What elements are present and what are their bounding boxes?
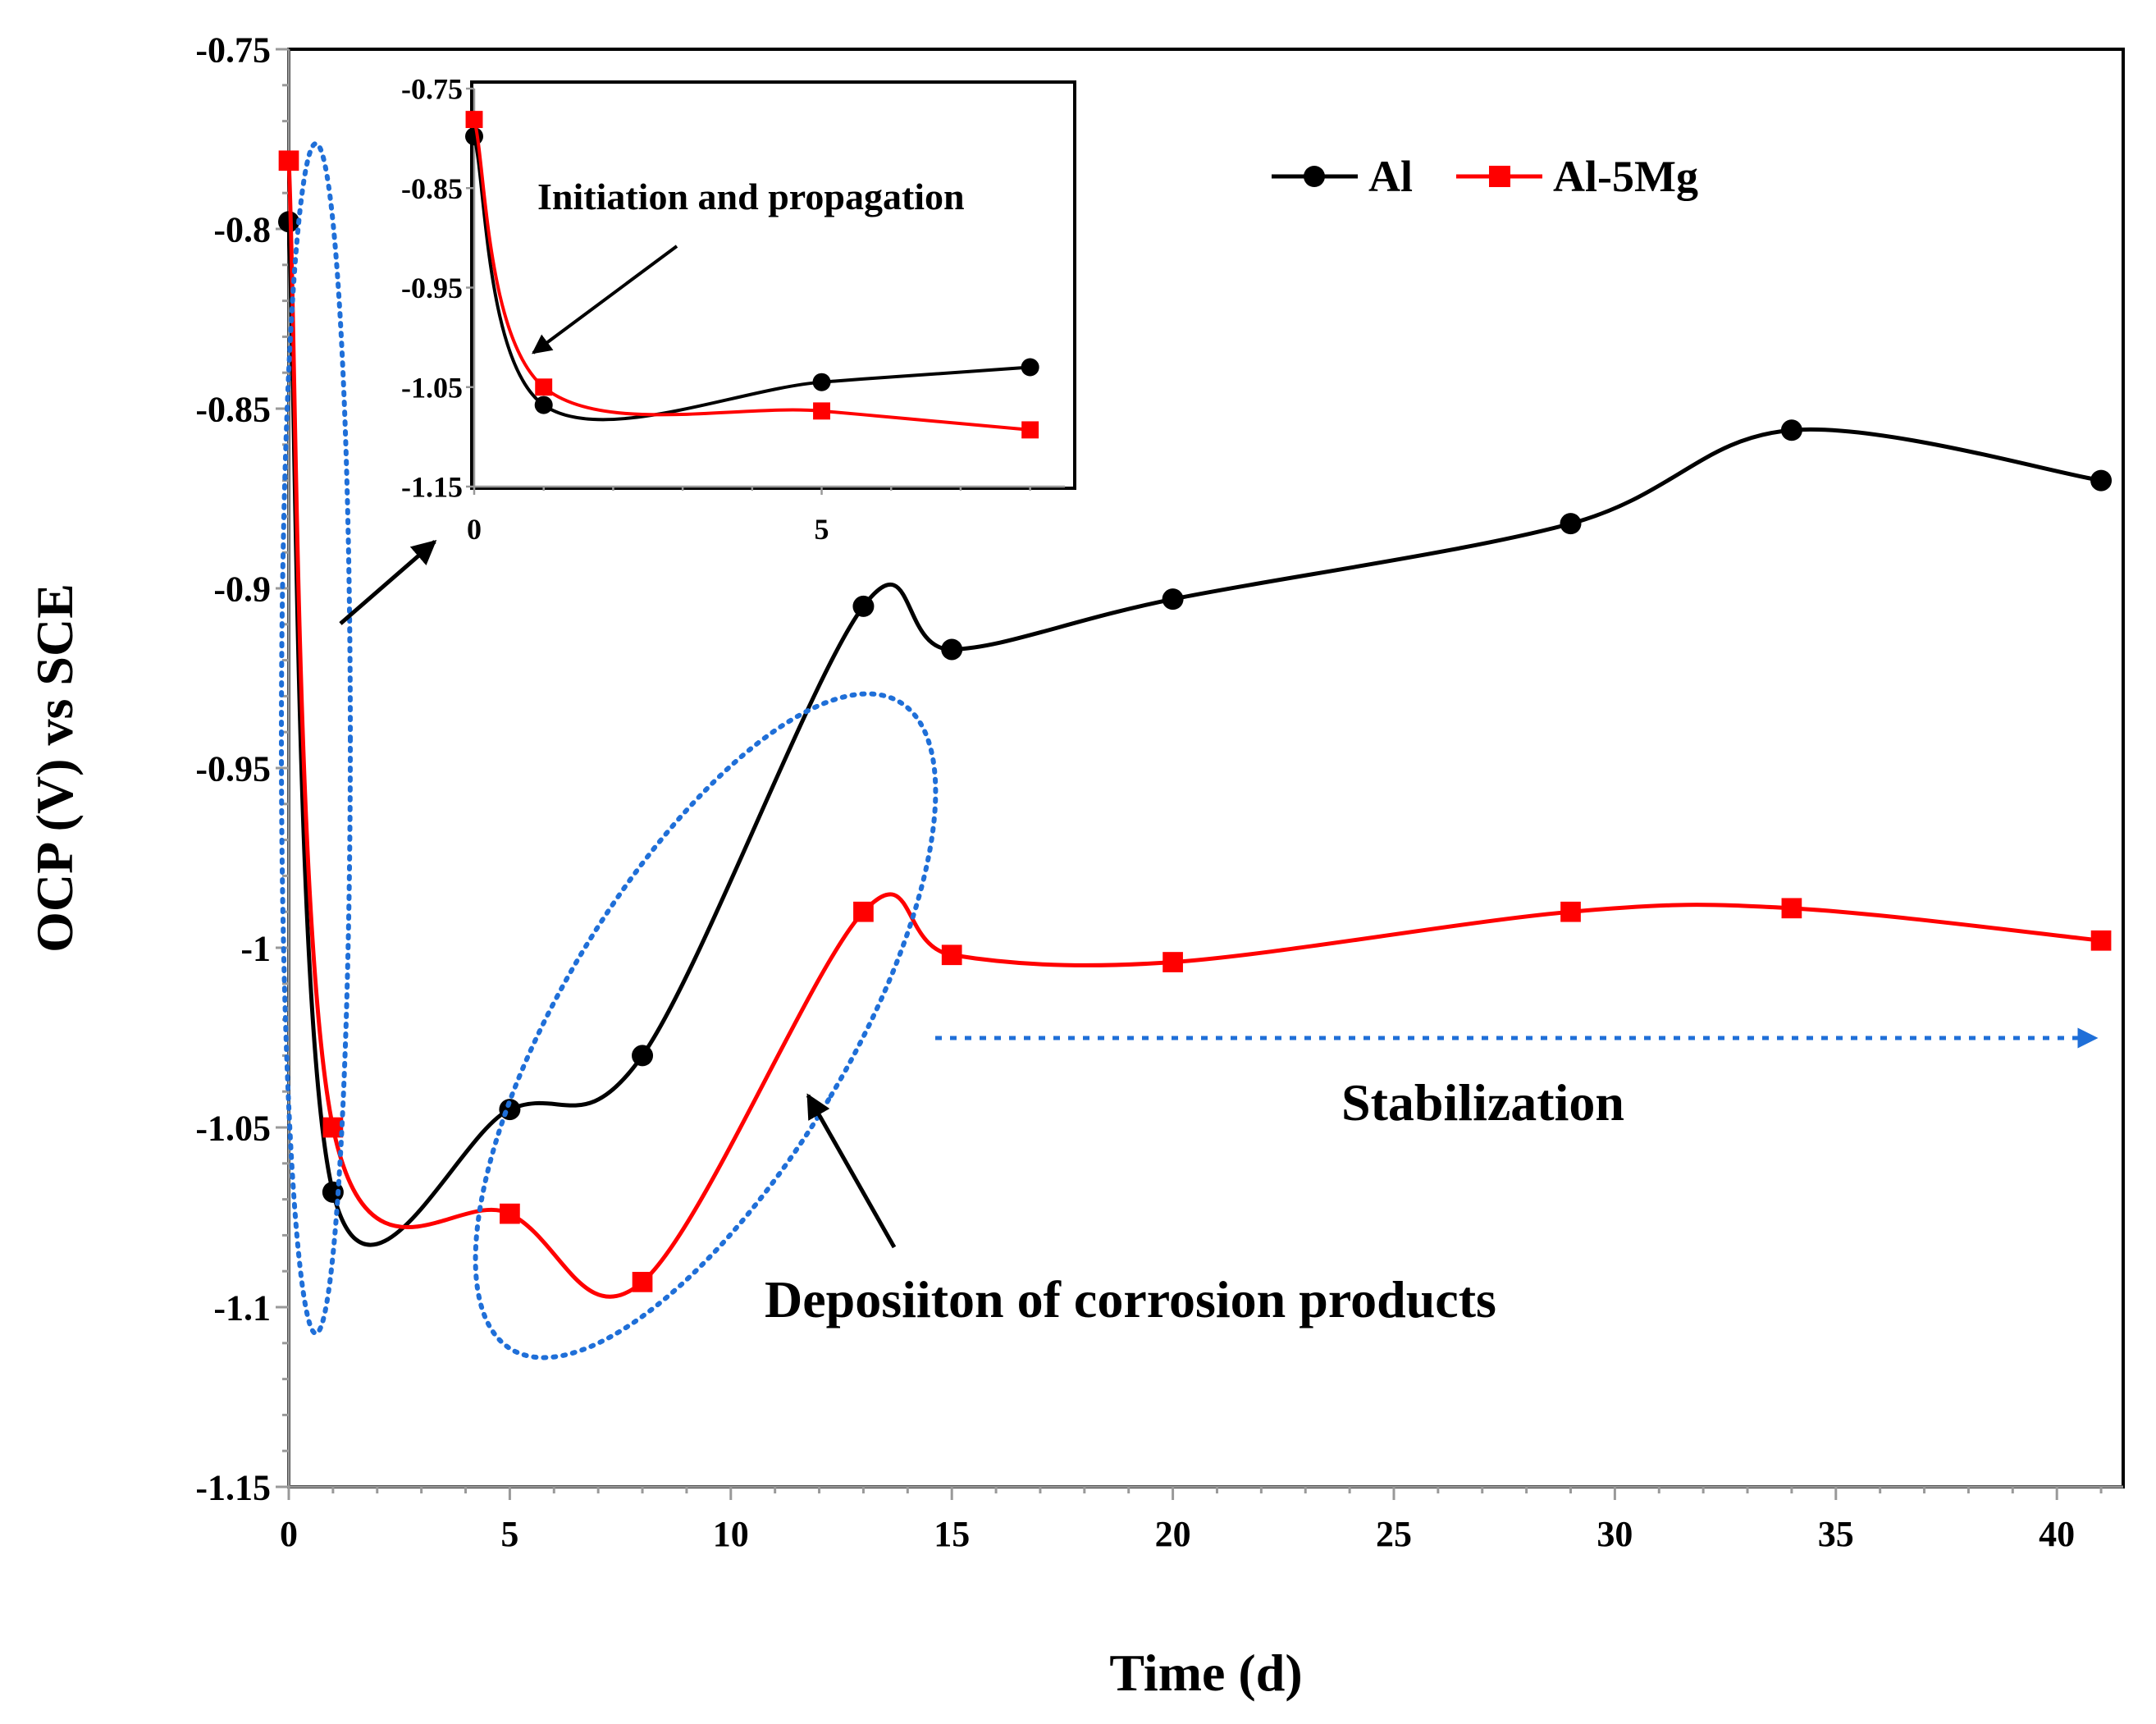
inset-point-al: [1021, 358, 1039, 377]
legend-al-marker: [1304, 166, 1325, 187]
main-point-al: [632, 1045, 654, 1067]
main-point-al: [1560, 513, 1582, 535]
main-point-al: [322, 1181, 344, 1203]
inset-initiation-arrow: [532, 245, 678, 354]
inset-pointer-arrow: [339, 540, 437, 625]
inset-point-al5mg: [1021, 421, 1039, 439]
inset-x-tick-label: 5: [815, 513, 829, 546]
main-point-al5mg: [2090, 930, 2112, 951]
inset-point-al5mg: [813, 402, 830, 420]
inset-y-tick-label: -1.05: [401, 371, 463, 404]
inset-point-al5mg: [465, 111, 483, 129]
legend-al5mg-marker: [1489, 166, 1510, 187]
main-y-tick-label: -0.75: [195, 30, 271, 70]
inset-point-al: [812, 373, 831, 391]
legend-item-al5mg: Al-5Mg: [1456, 152, 1698, 201]
main-point-al5mg: [941, 944, 962, 966]
stabilization-label: Stabilization: [1341, 1073, 1624, 1132]
main-x-tick-label: 25: [1376, 1514, 1412, 1554]
main-y-tick-label: -1.05: [195, 1108, 271, 1148]
inset-point-al: [465, 127, 483, 146]
inset-y-tick-label: -0.95: [401, 272, 463, 304]
legend-al-label: Al: [1368, 152, 1413, 201]
legend-al5mg-label: Al-5Mg: [1553, 152, 1698, 201]
x-axis-title: Time (d): [1109, 1644, 1302, 1702]
main-point-al5mg: [1163, 952, 1183, 972]
main-x-tick-label: 20: [1155, 1514, 1191, 1554]
main-point-al: [941, 638, 963, 661]
inset-y-tick-label: -0.85: [401, 172, 463, 205]
main-point-al5mg: [500, 1203, 520, 1224]
inset-x-tick-label: 0: [467, 513, 482, 546]
main-x-tick-label: 10: [713, 1514, 749, 1554]
main-x-tick-label: 40: [2039, 1514, 2075, 1554]
main-x-tick-label: 0: [280, 1514, 298, 1554]
deposition-arrow: [806, 1093, 897, 1249]
main-y-tick-label: -0.95: [195, 748, 271, 789]
main-y-tick-label: -0.8: [213, 209, 271, 249]
main-x-tick-label: 35: [1818, 1514, 1854, 1554]
legend: Al Al-5Mg: [1272, 152, 1698, 201]
main-x-tick-label: 5: [500, 1514, 518, 1554]
deposition-label: Deposiiton of corrosion products: [765, 1270, 1496, 1328]
inset-y-tick-label: -0.75: [401, 73, 463, 106]
inset-initiation-label: Initiation and propagation: [537, 176, 965, 217]
inset-plot-layer: -0.75 -0.85 -0.95 -1.05 -1.150 5: [401, 73, 1065, 546]
main-y-tick-label: -0.9: [213, 569, 271, 609]
inset-point-al: [534, 396, 553, 414]
main-x-tick-label: 30: [1596, 1514, 1633, 1554]
main-point-al: [1780, 419, 1802, 441]
main-point-al: [1162, 588, 1184, 610]
main-y-tick-label: -1.15: [195, 1467, 271, 1507]
inset-series-line-al: [473, 135, 1030, 422]
y-axis-title: OCP (V) vs SCE: [25, 583, 84, 953]
main-y-tick-label: -1: [240, 928, 271, 968]
main-point-al5mg: [1781, 898, 1802, 919]
main-point-al: [852, 595, 875, 617]
inset-frame: [470, 80, 1076, 490]
main-y-tick-label: -1.1: [213, 1287, 271, 1328]
inset-point-al5mg: [535, 378, 553, 396]
main-point-al5mg: [1560, 901, 1581, 922]
legend-item-al: Al: [1272, 152, 1413, 201]
main-point-al5mg: [853, 901, 874, 922]
main-plot-layer: -0.75-0.8-0.85-0.9-0.95-1-1.05-1.1-1.150…: [195, 30, 2123, 1554]
main-y-tick-label: -0.85: [195, 389, 271, 429]
inset-series-line-al5mg: [473, 119, 1030, 432]
main-point-al5mg: [278, 150, 299, 171]
main-point-al5mg: [632, 1271, 653, 1292]
initial-drop-highlight: [279, 141, 353, 1336]
main-point-al: [2090, 469, 2113, 492]
inset-y-tick-label: -1.15: [401, 471, 463, 504]
main-x-tick-label: 15: [934, 1514, 970, 1554]
